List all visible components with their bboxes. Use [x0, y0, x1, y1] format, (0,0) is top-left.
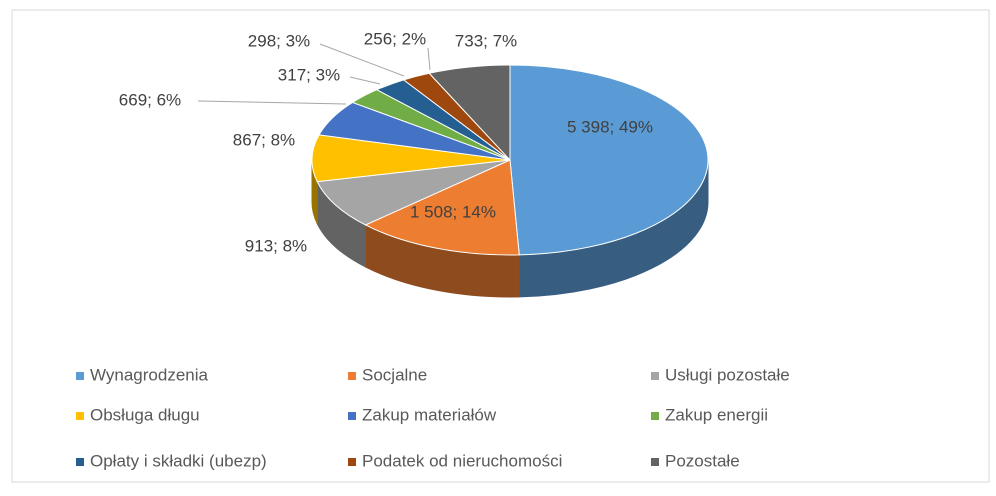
- data-label: 913; 8%: [245, 236, 307, 255]
- data-label: 317; 3%: [278, 65, 340, 84]
- leader-line: [197, 100, 347, 105]
- leader-line: [349, 76, 381, 85]
- leader-line: [427, 47, 431, 71]
- data-label: 256; 2%: [364, 29, 426, 48]
- slice: [428, 64, 511, 162]
- legend-marker: [76, 458, 84, 466]
- data-label: 5 398; 49%: [567, 117, 653, 136]
- legend-marker: [651, 412, 659, 420]
- data-label: 1 508; 14%: [410, 202, 496, 221]
- slice: [364, 159, 520, 256]
- data-label: 669; 6%: [119, 90, 181, 109]
- legend-marker: [651, 458, 659, 466]
- slice: [509, 64, 709, 256]
- leader-line: [319, 43, 405, 77]
- legend-text: Wynagrodzenia: [90, 365, 209, 384]
- legend-text: Obsługa długu: [90, 405, 200, 424]
- legend-text: Usługi pozostałe: [665, 365, 790, 384]
- data-label: 867; 8%: [233, 130, 295, 149]
- data-label: 298; 3%: [248, 31, 310, 50]
- legend-text: Zakup materiałów: [362, 405, 497, 424]
- legend-marker: [348, 458, 356, 466]
- legend-text: Zakup energii: [665, 405, 768, 424]
- legend-text: Opłaty i składki (ubezp): [90, 451, 267, 470]
- legend-marker: [348, 372, 356, 380]
- legend-marker: [348, 412, 356, 420]
- slice: [311, 134, 511, 183]
- legend-marker: [76, 412, 84, 420]
- legend-text: Pozostałe: [665, 451, 740, 470]
- legend-text: Podatek od nieruchomości: [362, 451, 562, 470]
- legend-marker: [651, 372, 659, 380]
- legend-text: Socjalne: [362, 365, 427, 384]
- data-label: 733; 7%: [455, 31, 517, 50]
- legend-marker: [76, 372, 84, 380]
